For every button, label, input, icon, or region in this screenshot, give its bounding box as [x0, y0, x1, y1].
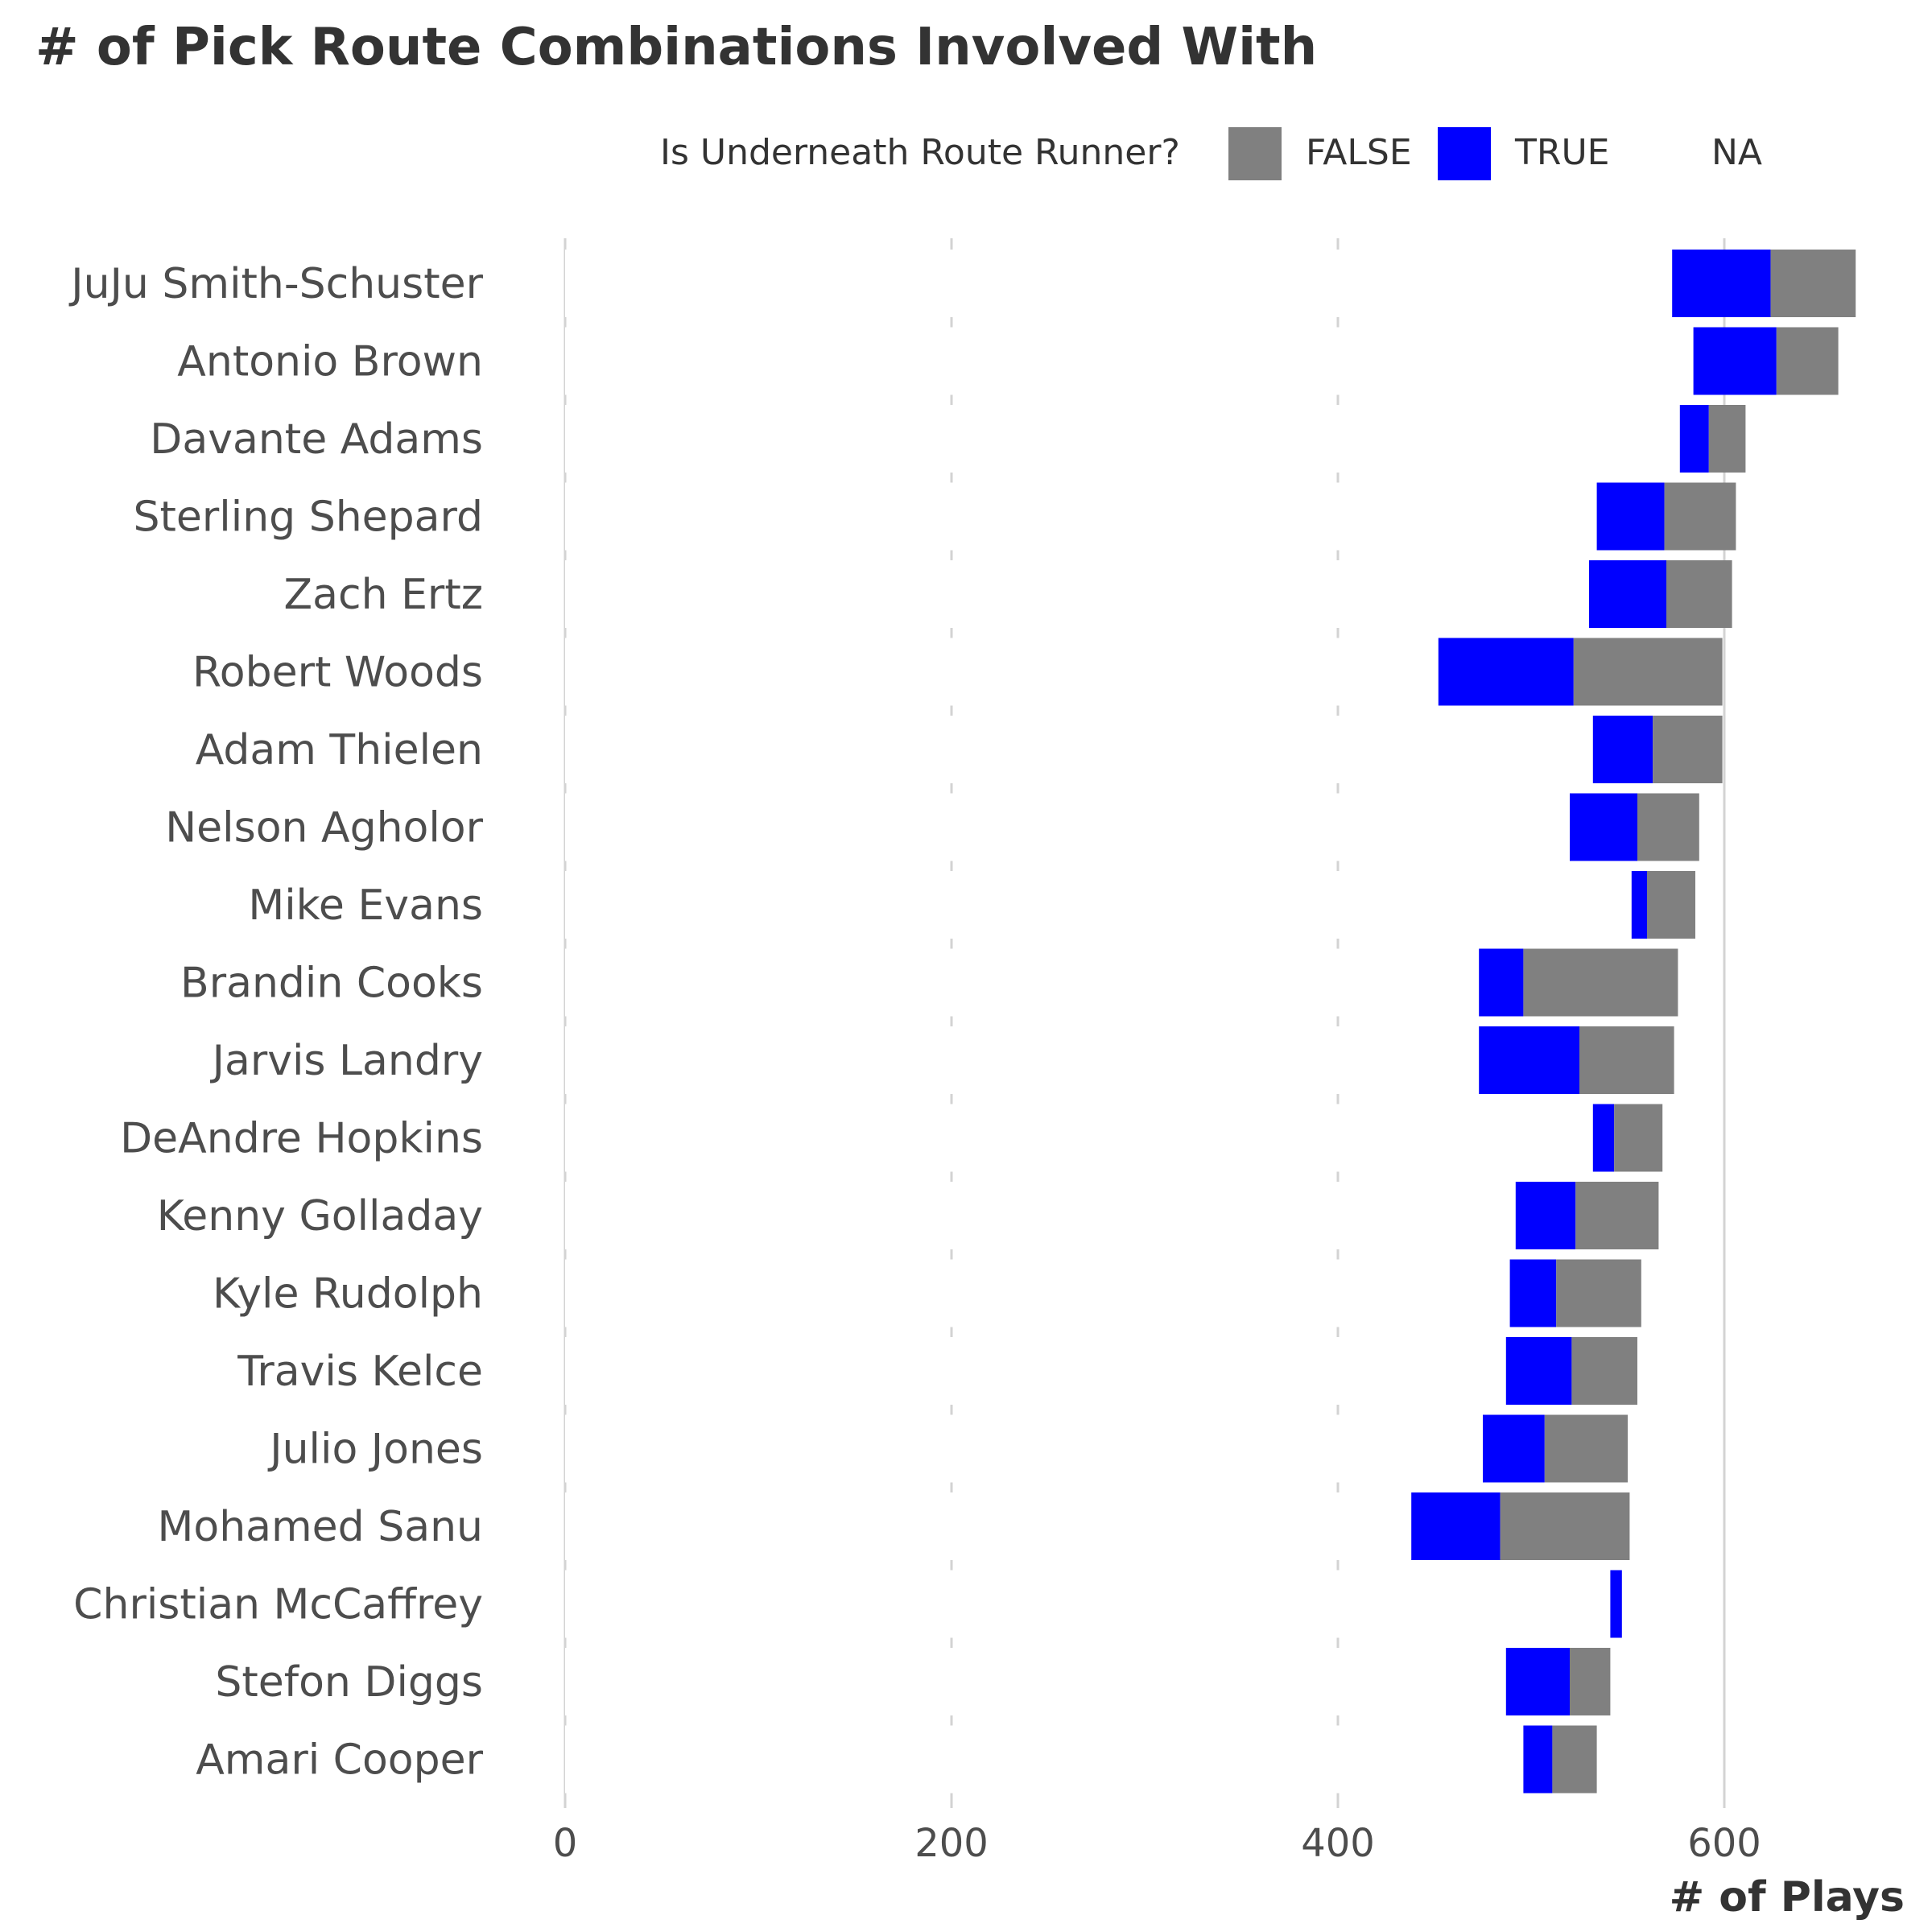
legend-label-false: FALSE — [1306, 132, 1412, 173]
bar-na-3 — [565, 482, 1597, 551]
x-tick-label: 600 — [1687, 1821, 1761, 1866]
bar-na-6 — [565, 716, 1593, 783]
bar-true-1 — [1693, 327, 1777, 395]
x-axis-ticks: 0 200 400 600 — [553, 1821, 1761, 1866]
bar-true-0 — [1672, 250, 1771, 317]
bar-na-1 — [565, 327, 1694, 395]
y-tick-label: Zach Ertz — [284, 571, 483, 619]
legend-label-true: TRUE — [1515, 132, 1610, 173]
bar-true-9 — [1479, 948, 1524, 1017]
y-tick-label: Mohamed Sanu — [158, 1503, 483, 1551]
y-tick-label: Robert Woods — [192, 649, 483, 697]
y-tick-label: Julio Jones — [267, 1426, 483, 1474]
y-tick-label: Amari Cooper — [196, 1736, 483, 1785]
bar-true-16 — [1411, 1492, 1501, 1560]
bar-na-8 — [565, 871, 1632, 939]
bar-true-8 — [1631, 871, 1647, 939]
bar-true-2 — [1679, 405, 1709, 473]
bar-na-2 — [565, 405, 1680, 473]
y-tick-label: Christian McCaffrey — [73, 1581, 483, 1629]
bar-true-11 — [1592, 1104, 1615, 1172]
bar-false-11 — [1614, 1104, 1663, 1172]
y-tick-label: Antonio Brown — [177, 338, 483, 386]
bar-na-12 — [565, 1182, 1516, 1249]
legend-key-true — [1438, 127, 1491, 180]
bar-true-6 — [1592, 716, 1653, 783]
y-tick-label: Jarvis Landry — [210, 1037, 483, 1085]
x-tick-label: 200 — [914, 1821, 989, 1866]
legend: Is Underneath Route Runner? FALSE TRUE N… — [0, 121, 1932, 185]
y-tick-label: DeAndre Hopkins — [120, 1115, 483, 1163]
bar-false-15 — [1544, 1414, 1628, 1483]
bar-false-1 — [1776, 327, 1839, 395]
bar-false-6 — [1653, 716, 1723, 783]
legend-title: Is Underneath Route Runner? — [660, 132, 1180, 173]
y-axis-labels: JuJu Smith-Schuster Antonio Brown Davante … — [68, 260, 483, 1785]
bar-na-10 — [565, 1026, 1480, 1094]
bar-false-2 — [1708, 405, 1746, 473]
legend-key-na — [1634, 127, 1687, 180]
legend-label-na: NA — [1711, 132, 1763, 173]
x-tick-label: 400 — [1301, 1821, 1375, 1866]
bar-false-14 — [1571, 1337, 1637, 1405]
bar-false-16 — [1500, 1492, 1630, 1560]
bar-na-0 — [565, 250, 1673, 317]
bar-false-19 — [1552, 1725, 1597, 1794]
bar-na-11 — [565, 1104, 1593, 1172]
bar-na-7 — [565, 793, 1570, 861]
bar-false-12 — [1575, 1182, 1659, 1249]
bar-false-0 — [1770, 250, 1856, 317]
y-tick-label: Brandin Cooks — [180, 960, 483, 1008]
bar-true-19 — [1523, 1725, 1553, 1794]
bar-true-18 — [1505, 1648, 1570, 1715]
bar-na-18 — [565, 1648, 1506, 1715]
bar-false-9 — [1523, 948, 1678, 1017]
y-tick-label: Davante Adams — [150, 415, 483, 464]
bar-true-4 — [1589, 560, 1666, 628]
bar-na-15 — [565, 1414, 1483, 1483]
bar-false-18 — [1570, 1648, 1611, 1715]
bar-na-17 — [565, 1570, 1611, 1638]
x-axis-title: # of Plays — [1670, 1873, 1905, 1922]
y-tick-label: Kenny Golladay — [157, 1192, 483, 1241]
y-tick-label: Travis Kelce — [237, 1348, 483, 1396]
bar-false-10 — [1579, 1026, 1674, 1094]
bar-true-3 — [1596, 482, 1665, 551]
bar-na-13 — [565, 1259, 1510, 1327]
bar-true-10 — [1479, 1026, 1579, 1094]
bar-na-4 — [565, 560, 1589, 628]
y-tick-label: Nelson Agholor — [165, 804, 483, 852]
bar-false-4 — [1666, 560, 1732, 628]
bar-true-14 — [1505, 1337, 1572, 1405]
bar-na-9 — [565, 948, 1480, 1017]
y-tick-label: Stefon Diggs — [215, 1658, 483, 1707]
bar-false-3 — [1664, 482, 1736, 551]
bar-true-17 — [1610, 1570, 1622, 1638]
bar-false-8 — [1647, 871, 1695, 939]
bar-false-13 — [1556, 1259, 1641, 1327]
y-tick-label: Sterling Shepard — [134, 493, 483, 542]
y-tick-label: Mike Evans — [248, 881, 483, 930]
y-tick-label: JuJu Smith-Schuster — [68, 260, 483, 308]
bars — [565, 250, 1856, 1794]
bar-false-5 — [1573, 638, 1723, 706]
bar-na-19 — [565, 1725, 1524, 1794]
bar-true-12 — [1515, 1182, 1576, 1249]
bar-na-5 — [565, 638, 1439, 706]
x-tick-label: 0 — [553, 1821, 578, 1866]
y-tick-label: Adam Thielen — [196, 726, 483, 774]
chart-title: # of Pick Route Combinations Involved Wi… — [35, 18, 1318, 77]
bar-false-7 — [1637, 793, 1699, 861]
bar-true-15 — [1483, 1414, 1545, 1483]
bar-true-7 — [1570, 793, 1637, 861]
bar-true-5 — [1438, 638, 1574, 706]
bar-na-14 — [565, 1337, 1506, 1405]
bar-true-13 — [1509, 1259, 1557, 1327]
legend-key-false — [1228, 127, 1282, 180]
y-tick-label: Kyle Rudolph — [213, 1270, 483, 1319]
bar-na-16 — [565, 1492, 1412, 1560]
